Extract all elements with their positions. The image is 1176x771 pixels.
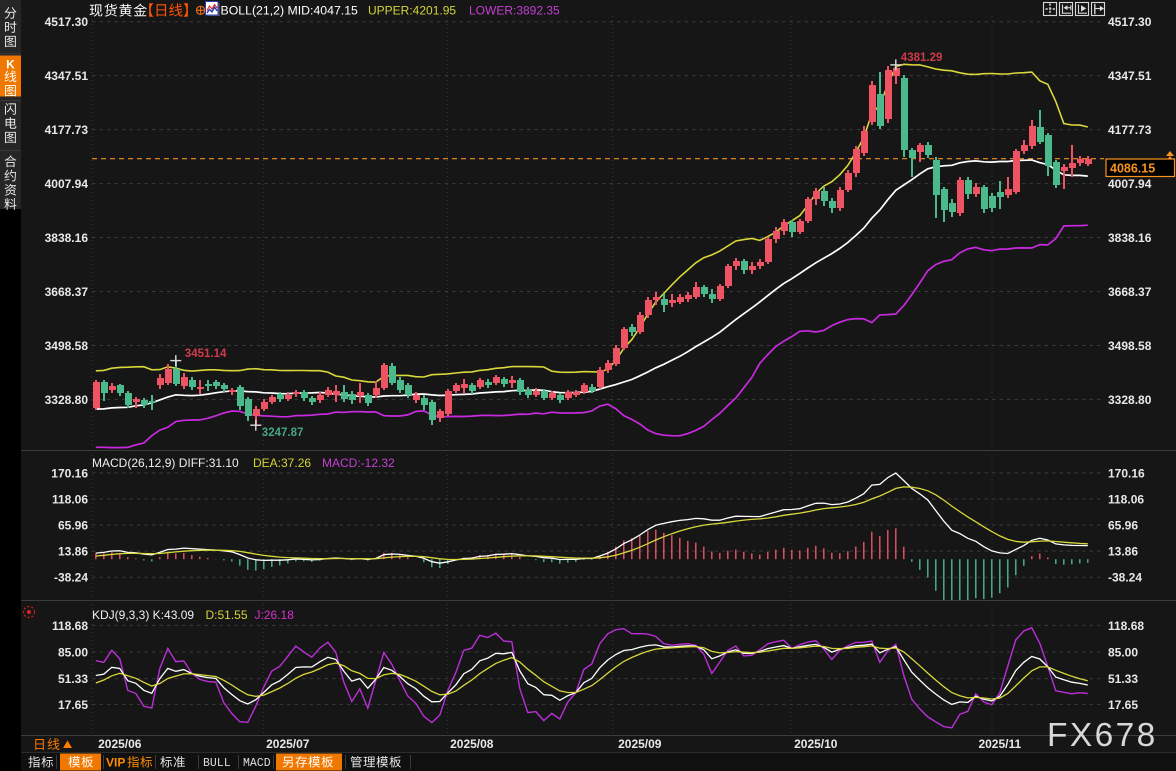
svg-text:-38.24: -38.24 (1108, 571, 1142, 585)
svg-text:3668.37: 3668.37 (45, 285, 89, 299)
svg-text:3668.37: 3668.37 (1108, 285, 1152, 299)
svg-text:3838.16: 3838.16 (45, 231, 89, 245)
svg-text:BOLL(21,2) MID:4047.15: BOLL(21,2) MID:4047.15 (221, 4, 359, 18)
svg-text:2025/09: 2025/09 (618, 737, 662, 751)
svg-text:LOWER:3892.35: LOWER:3892.35 (469, 4, 560, 18)
svg-text:KDJ(9,3,3) K:43.09: KDJ(9,3,3) K:43.09 (92, 608, 194, 622)
svg-text:17.65: 17.65 (58, 698, 88, 712)
svg-text:DEA:37.26: DEA:37.26 (253, 456, 311, 470)
svg-text:4007.94: 4007.94 (45, 177, 89, 191)
svg-text:MACD:-12.32: MACD:-12.32 (322, 456, 395, 470)
svg-text:118.68: 118.68 (1108, 619, 1144, 633)
svg-text:4177.73: 4177.73 (1108, 123, 1152, 137)
svg-text:118.06: 118.06 (52, 493, 88, 507)
svg-text:2025/08: 2025/08 (450, 737, 494, 751)
svg-text:J:26.18: J:26.18 (255, 608, 295, 622)
svg-text:85.00: 85.00 (58, 646, 88, 660)
svg-text:D:51.55: D:51.55 (206, 608, 248, 622)
svg-text:65.96: 65.96 (1108, 519, 1138, 533)
svg-text:3328.80: 3328.80 (1108, 393, 1152, 407)
svg-text:17.65: 17.65 (1108, 698, 1138, 712)
svg-text:4007.94: 4007.94 (1108, 177, 1152, 191)
svg-text:3328.80: 3328.80 (45, 393, 89, 407)
svg-text:3838.16: 3838.16 (1108, 231, 1152, 245)
svg-text:MACD: MACD (243, 757, 271, 770)
svg-text:4347.51: 4347.51 (45, 69, 89, 83)
svg-text:BULL: BULL (203, 757, 231, 770)
svg-text:51.33: 51.33 (58, 672, 88, 686)
svg-text:3498.58: 3498.58 (45, 339, 89, 353)
svg-text:118.68: 118.68 (52, 619, 88, 633)
svg-text:4177.73: 4177.73 (45, 123, 89, 137)
svg-text:3498.58: 3498.58 (1108, 339, 1152, 353)
svg-text:2025/06: 2025/06 (98, 737, 142, 751)
svg-text:2025/07: 2025/07 (266, 737, 310, 751)
svg-text:4347.51: 4347.51 (1108, 69, 1152, 83)
svg-text:4517.30: 4517.30 (1108, 15, 1152, 29)
svg-text:170.16: 170.16 (1108, 466, 1145, 480)
svg-text:3451.14: 3451.14 (185, 348, 227, 360)
svg-text:13.86: 13.86 (1108, 545, 1138, 559)
svg-text:VIP: VIP (106, 756, 125, 770)
svg-text:FX678: FX678 (1047, 717, 1158, 754)
svg-text:3247.87: 3247.87 (262, 427, 304, 439)
svg-text:85.00: 85.00 (1108, 646, 1138, 660)
svg-text:51.33: 51.33 (1108, 672, 1138, 686)
svg-text:65.96: 65.96 (58, 519, 88, 533)
svg-text:UPPER:4201.95: UPPER:4201.95 (368, 4, 456, 18)
svg-text:2025/11: 2025/11 (978, 737, 1021, 751)
svg-text:13.86: 13.86 (58, 545, 88, 559)
svg-text:-38.24: -38.24 (54, 571, 88, 585)
svg-text:4086.15: 4086.15 (1110, 162, 1155, 176)
svg-text:118.06: 118.06 (1108, 493, 1144, 507)
svg-text:2025/10: 2025/10 (794, 737, 838, 751)
svg-text:MACD(26,12,9) DIFF:31.10: MACD(26,12,9) DIFF:31.10 (92, 456, 239, 470)
svg-text:4517.30: 4517.30 (45, 15, 89, 29)
svg-text:4381.29: 4381.29 (901, 52, 943, 64)
svg-text:170.16: 170.16 (51, 466, 88, 480)
svg-text:K: K (6, 58, 15, 72)
